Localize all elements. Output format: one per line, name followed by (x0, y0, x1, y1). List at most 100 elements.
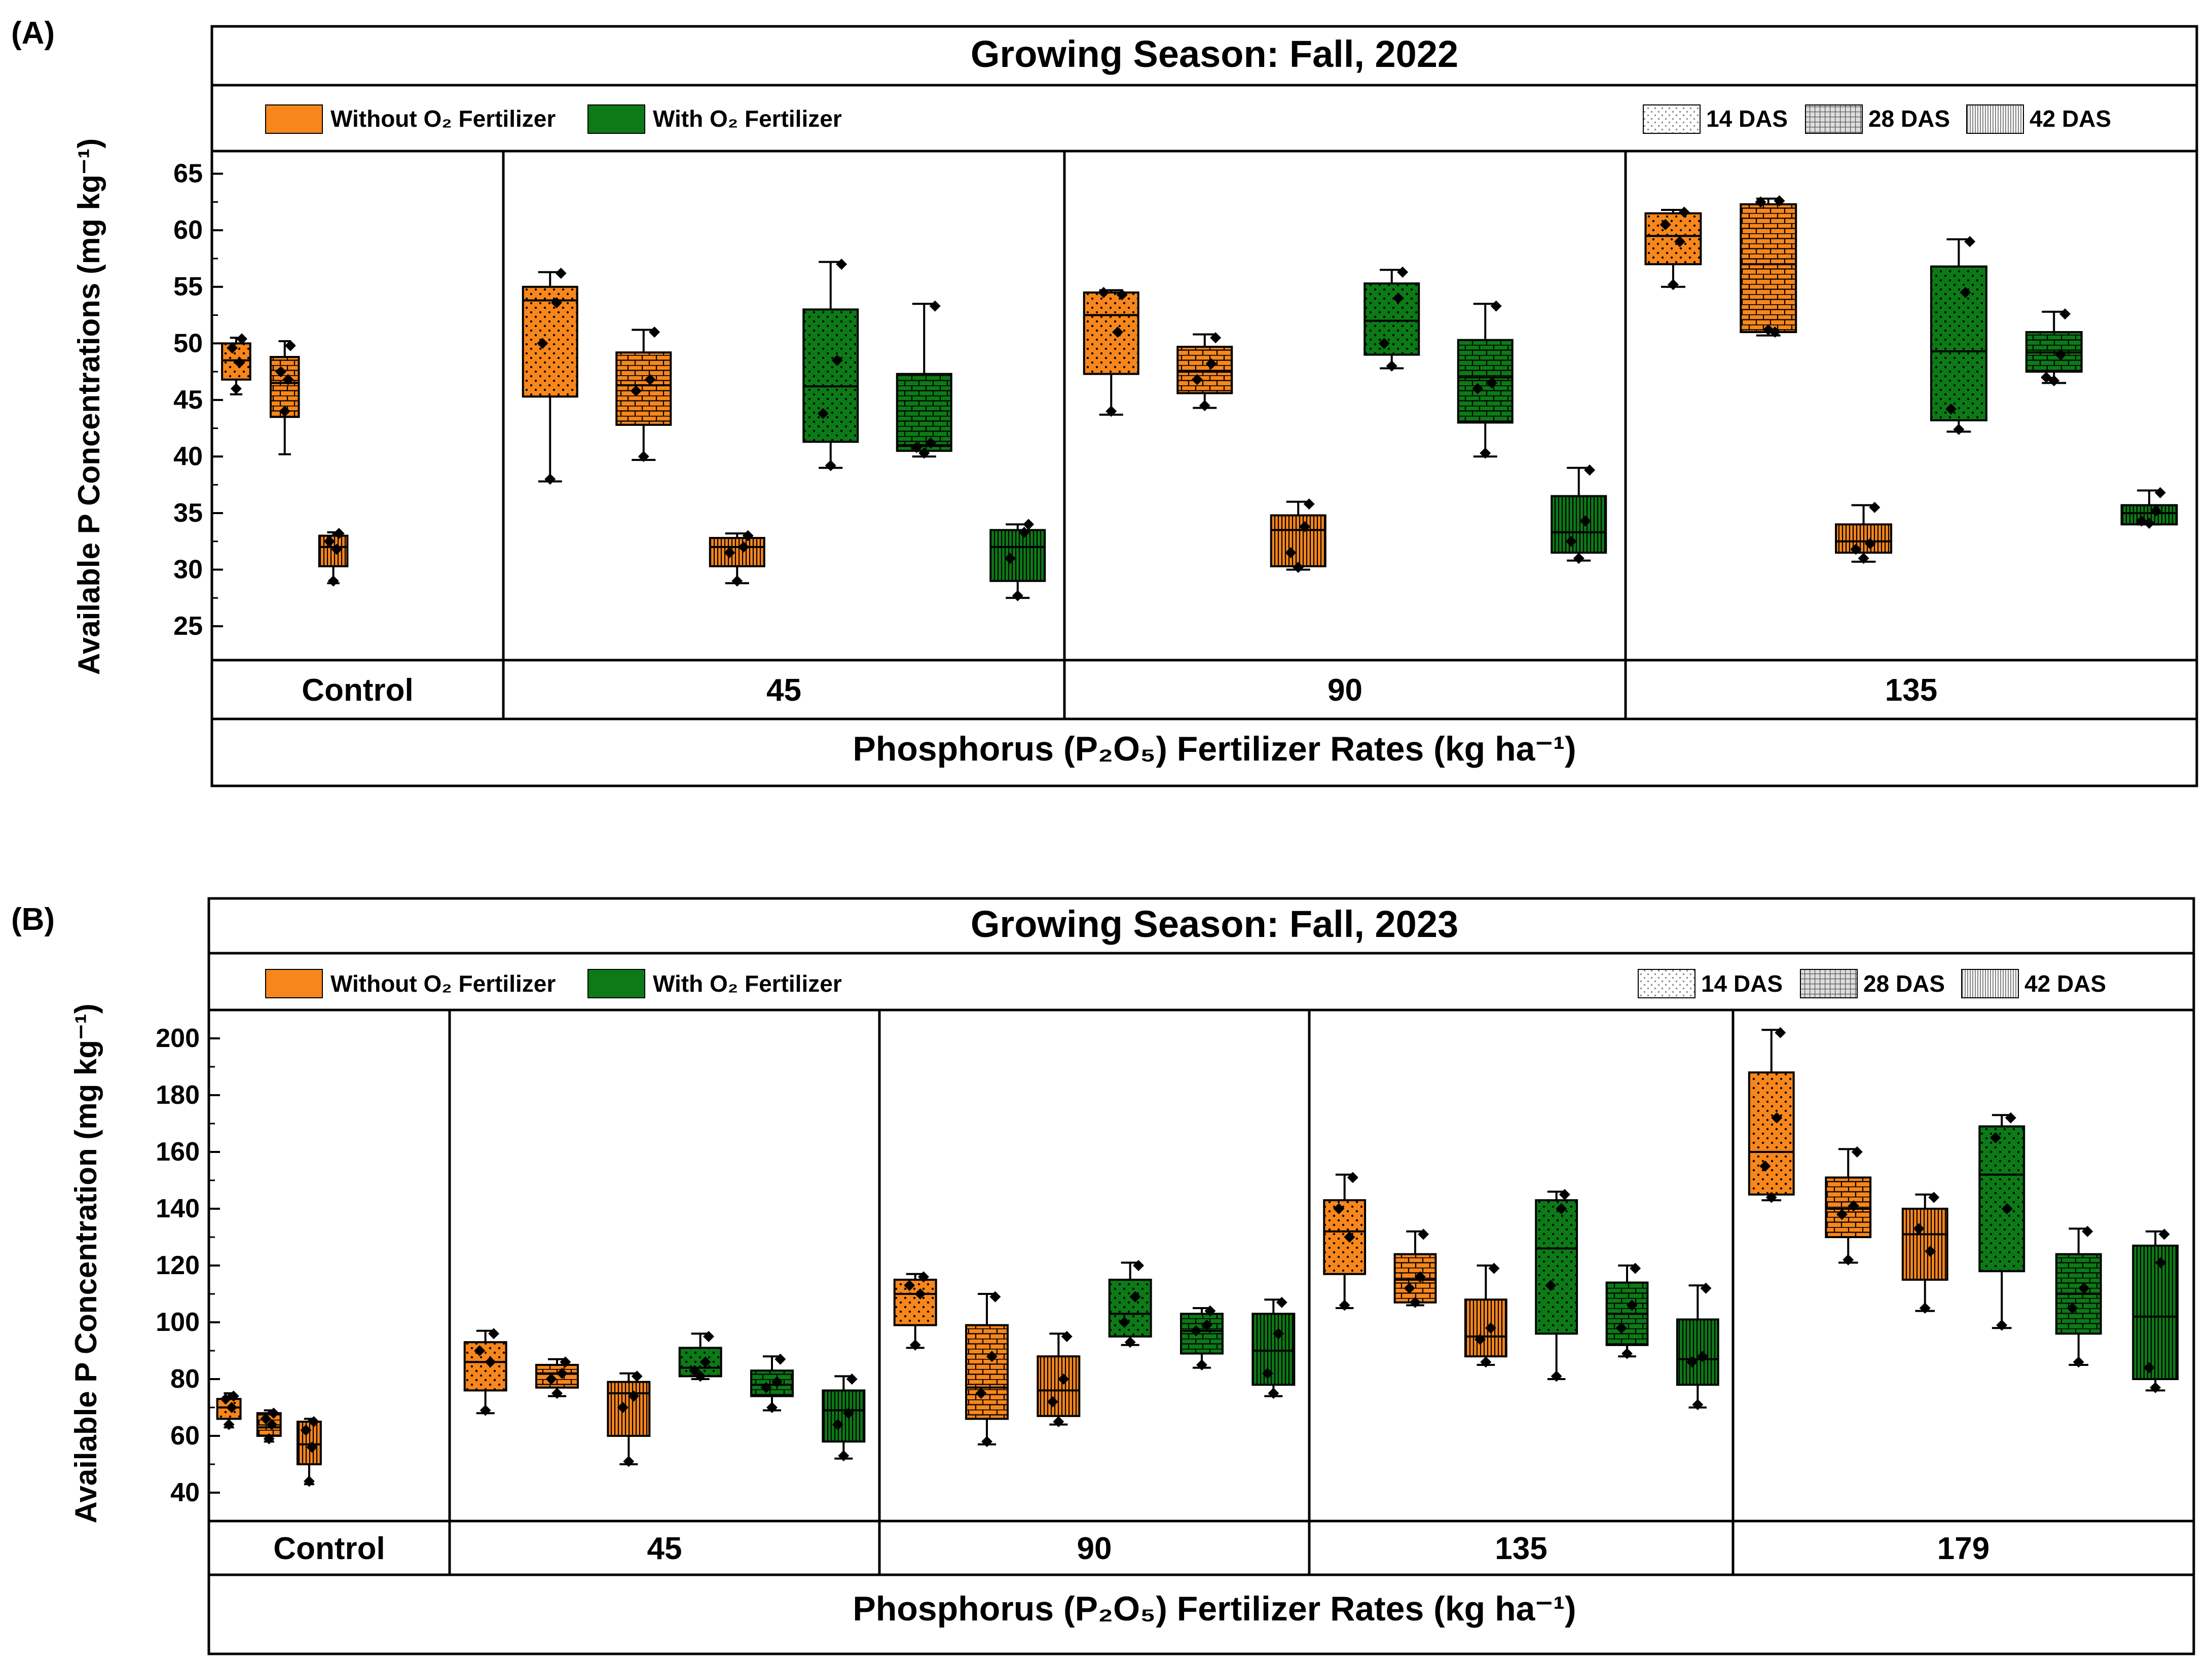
data-point (909, 1339, 921, 1351)
panel-a-legend: Without O₂ Fertilizer With O₂ Fertilizer… (265, 104, 2111, 134)
y-tick-label: 45 (173, 385, 203, 415)
data-point (617, 1402, 629, 1413)
data-point (1919, 1303, 1931, 1314)
data-point (918, 447, 930, 459)
legend-swatch-with (587, 969, 645, 998)
box-body (535, 1364, 579, 1389)
data-point (1339, 1299, 1350, 1311)
data-point (1061, 1331, 1073, 1342)
box-body (1363, 282, 1420, 356)
data-point (904, 1280, 915, 1291)
data-point (817, 408, 829, 419)
data-point (724, 547, 735, 559)
box-body (896, 373, 952, 452)
data-point (981, 1436, 992, 1448)
legend-swatch-with (587, 104, 645, 134)
data-point (1293, 562, 1304, 573)
data-point (1105, 406, 1117, 417)
y-tick-label: 25 (173, 611, 203, 641)
box-body (750, 1369, 794, 1397)
y-tick-label: 35 (173, 498, 203, 528)
data-point (2048, 375, 2060, 386)
box-135-without-42-das (1835, 501, 1893, 564)
panel-b-plot: 40 60 80 100 120 140 160 180 200 Control 45 90 135 17… (156, 1010, 2179, 1575)
box-90-with-42-das (1551, 464, 1607, 564)
data-point (306, 1441, 318, 1453)
data-point (631, 1370, 643, 1382)
box-body (1535, 1199, 1578, 1335)
box-control-without-14-das (221, 333, 251, 395)
data-point (1268, 1388, 1279, 1399)
data-point (986, 1351, 998, 1362)
data-point (1989, 1132, 2001, 1143)
box-body (1270, 514, 1326, 567)
data-point (2155, 1257, 2166, 1269)
data-point (630, 385, 642, 396)
data-point (279, 406, 290, 417)
box-body (1393, 1253, 1437, 1304)
data-point (1925, 1246, 1936, 1257)
box-135-without-14-das (1644, 206, 1702, 291)
group-label-45: 45 (647, 1531, 682, 1566)
data-point (1964, 236, 1976, 247)
y-tick-label: 60 (173, 215, 203, 245)
panel-b: (B) Growing Season: Fall, 2023 Without O… (11, 897, 2195, 1655)
data-point (223, 1419, 235, 1430)
box-90-without-14-das (1083, 286, 1139, 417)
box-body (989, 529, 1046, 582)
data-point (308, 1416, 320, 1427)
data-point (1858, 553, 1869, 564)
box-90-without-28-das (965, 1291, 1009, 1448)
box-body (1457, 339, 1514, 424)
data-point (266, 1419, 278, 1430)
data-point (480, 1404, 491, 1416)
box-control-without-42-das (296, 1416, 322, 1487)
box-body (1037, 1355, 1081, 1417)
data-point (2150, 505, 2162, 517)
legend-label-14das: 14 DAS (1701, 970, 1783, 997)
group-label-control: Control (302, 673, 413, 708)
box-body (1901, 1208, 1948, 1281)
y-tick-label: 160 (156, 1137, 200, 1167)
data-point (1674, 236, 1685, 247)
box-179-without-14-das (1748, 1027, 1795, 1203)
data-point (556, 1367, 568, 1379)
data-point (1472, 383, 1484, 394)
data-point (831, 354, 843, 366)
data-point (1047, 1396, 1058, 1407)
data-point (628, 1390, 640, 1402)
box-135-without-28-das (1740, 195, 1797, 338)
data-point (694, 1370, 706, 1382)
data-point (1023, 519, 1035, 530)
box-179-with-14-das (1978, 1112, 2025, 1331)
y-tick-label: 100 (156, 1308, 200, 1337)
box-45-without-42-das (709, 530, 765, 587)
data-point (1012, 590, 1023, 601)
box-body (1551, 495, 1607, 554)
box-90-with-28-das (1457, 300, 1514, 459)
data-point (731, 575, 743, 587)
data-point (1615, 1322, 1627, 1334)
box-control-without-28-das (256, 1407, 282, 1444)
legend-swatch-without (265, 104, 323, 134)
data-point (738, 541, 750, 553)
box-45-without-14-das (463, 1328, 507, 1416)
data-point (918, 1271, 930, 1283)
data-point (331, 544, 343, 555)
legend-swatch-28das (1805, 104, 1863, 134)
data-point (2059, 308, 2071, 320)
panel-b-x-axis-label: Phosphorus (P₂O₅) Fertilizer Rates (kg h… (853, 1589, 1576, 1628)
panel-a-frame (210, 25, 2198, 787)
data-point (1864, 538, 1876, 550)
data-point (2067, 1303, 2078, 1314)
data-point (1545, 1280, 1557, 1291)
box-body (1180, 1313, 1224, 1355)
y-tick-label: 30 (173, 555, 203, 585)
data-point (488, 1328, 500, 1340)
data-point (1410, 1296, 1421, 1308)
box-body (1740, 203, 1797, 333)
data-point (703, 1331, 715, 1342)
data-point (2082, 1225, 2093, 1237)
box-45-without-28-das (615, 326, 672, 462)
data-point (1960, 286, 1971, 298)
